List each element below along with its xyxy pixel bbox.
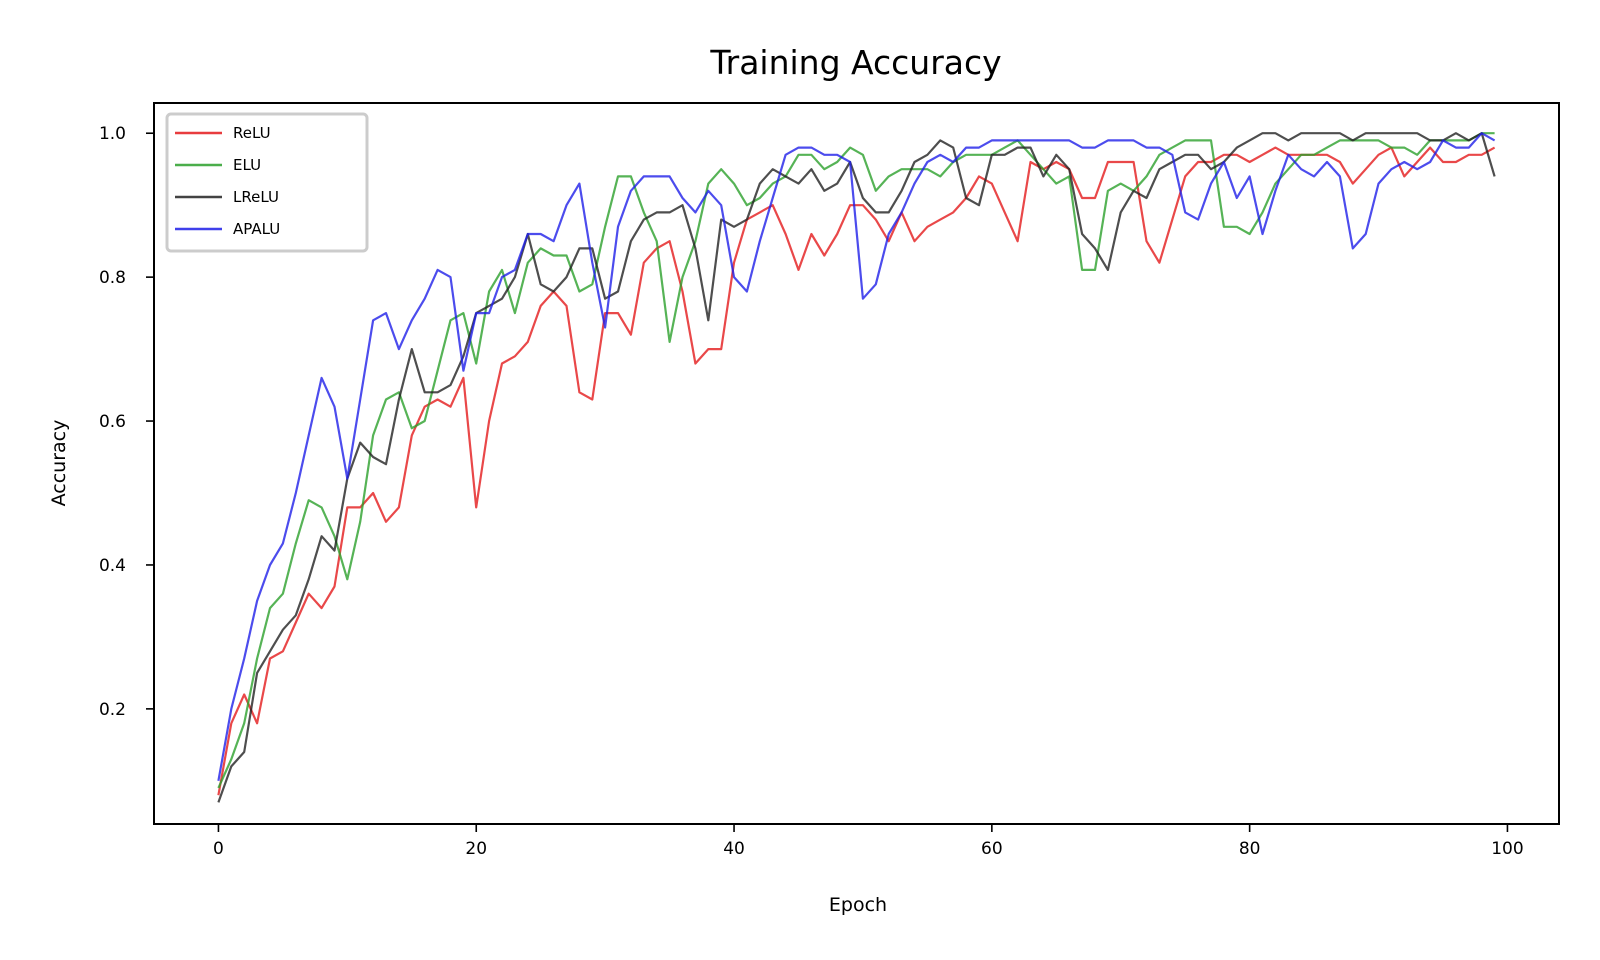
chart-title: Training Accuracy: [709, 43, 1001, 82]
y-tick-label: 1.0: [99, 124, 126, 144]
series-line-lrelu: [217, 132, 1496, 803]
x-tick-label: 20: [465, 839, 487, 859]
legend-label-lrelu: LReLU: [233, 188, 279, 206]
x-tick-label: 80: [1239, 839, 1261, 859]
x-axis: 0 20 40 60 80 100: [213, 824, 1524, 859]
legend-label-elu: ELU: [233, 156, 261, 174]
series-line-apalu: [217, 132, 1496, 781]
legend-label-apalu: APALU: [233, 220, 280, 238]
series-line-elu: [217, 132, 1495, 789]
x-tick-label: 0: [213, 839, 224, 859]
plot-lines: [217, 132, 1496, 803]
y-tick-label: 0.6: [99, 412, 126, 432]
series-line-relu: [217, 146, 1496, 796]
x-tick-label: 40: [723, 839, 745, 859]
legend-frame: [165, 112, 369, 253]
y-axis: 0.2 0.4 0.6 0.8 1.0: [99, 124, 154, 720]
x-tick-label: 60: [981, 839, 1003, 859]
legend-label-relu: ReLU: [233, 124, 271, 142]
y-tick-label: 0.2: [99, 700, 126, 720]
x-tick-label: 100: [1491, 839, 1523, 859]
y-tick-label: 0.8: [99, 268, 126, 288]
plot-frame: [153, 102, 1560, 825]
x-axis-label: Epoch: [829, 894, 887, 916]
y-tick-label: 0.4: [99, 556, 126, 576]
y-axis-label: Accuracy: [48, 420, 70, 507]
legend: ReLU ELU LReLU APALU: [165, 112, 369, 253]
